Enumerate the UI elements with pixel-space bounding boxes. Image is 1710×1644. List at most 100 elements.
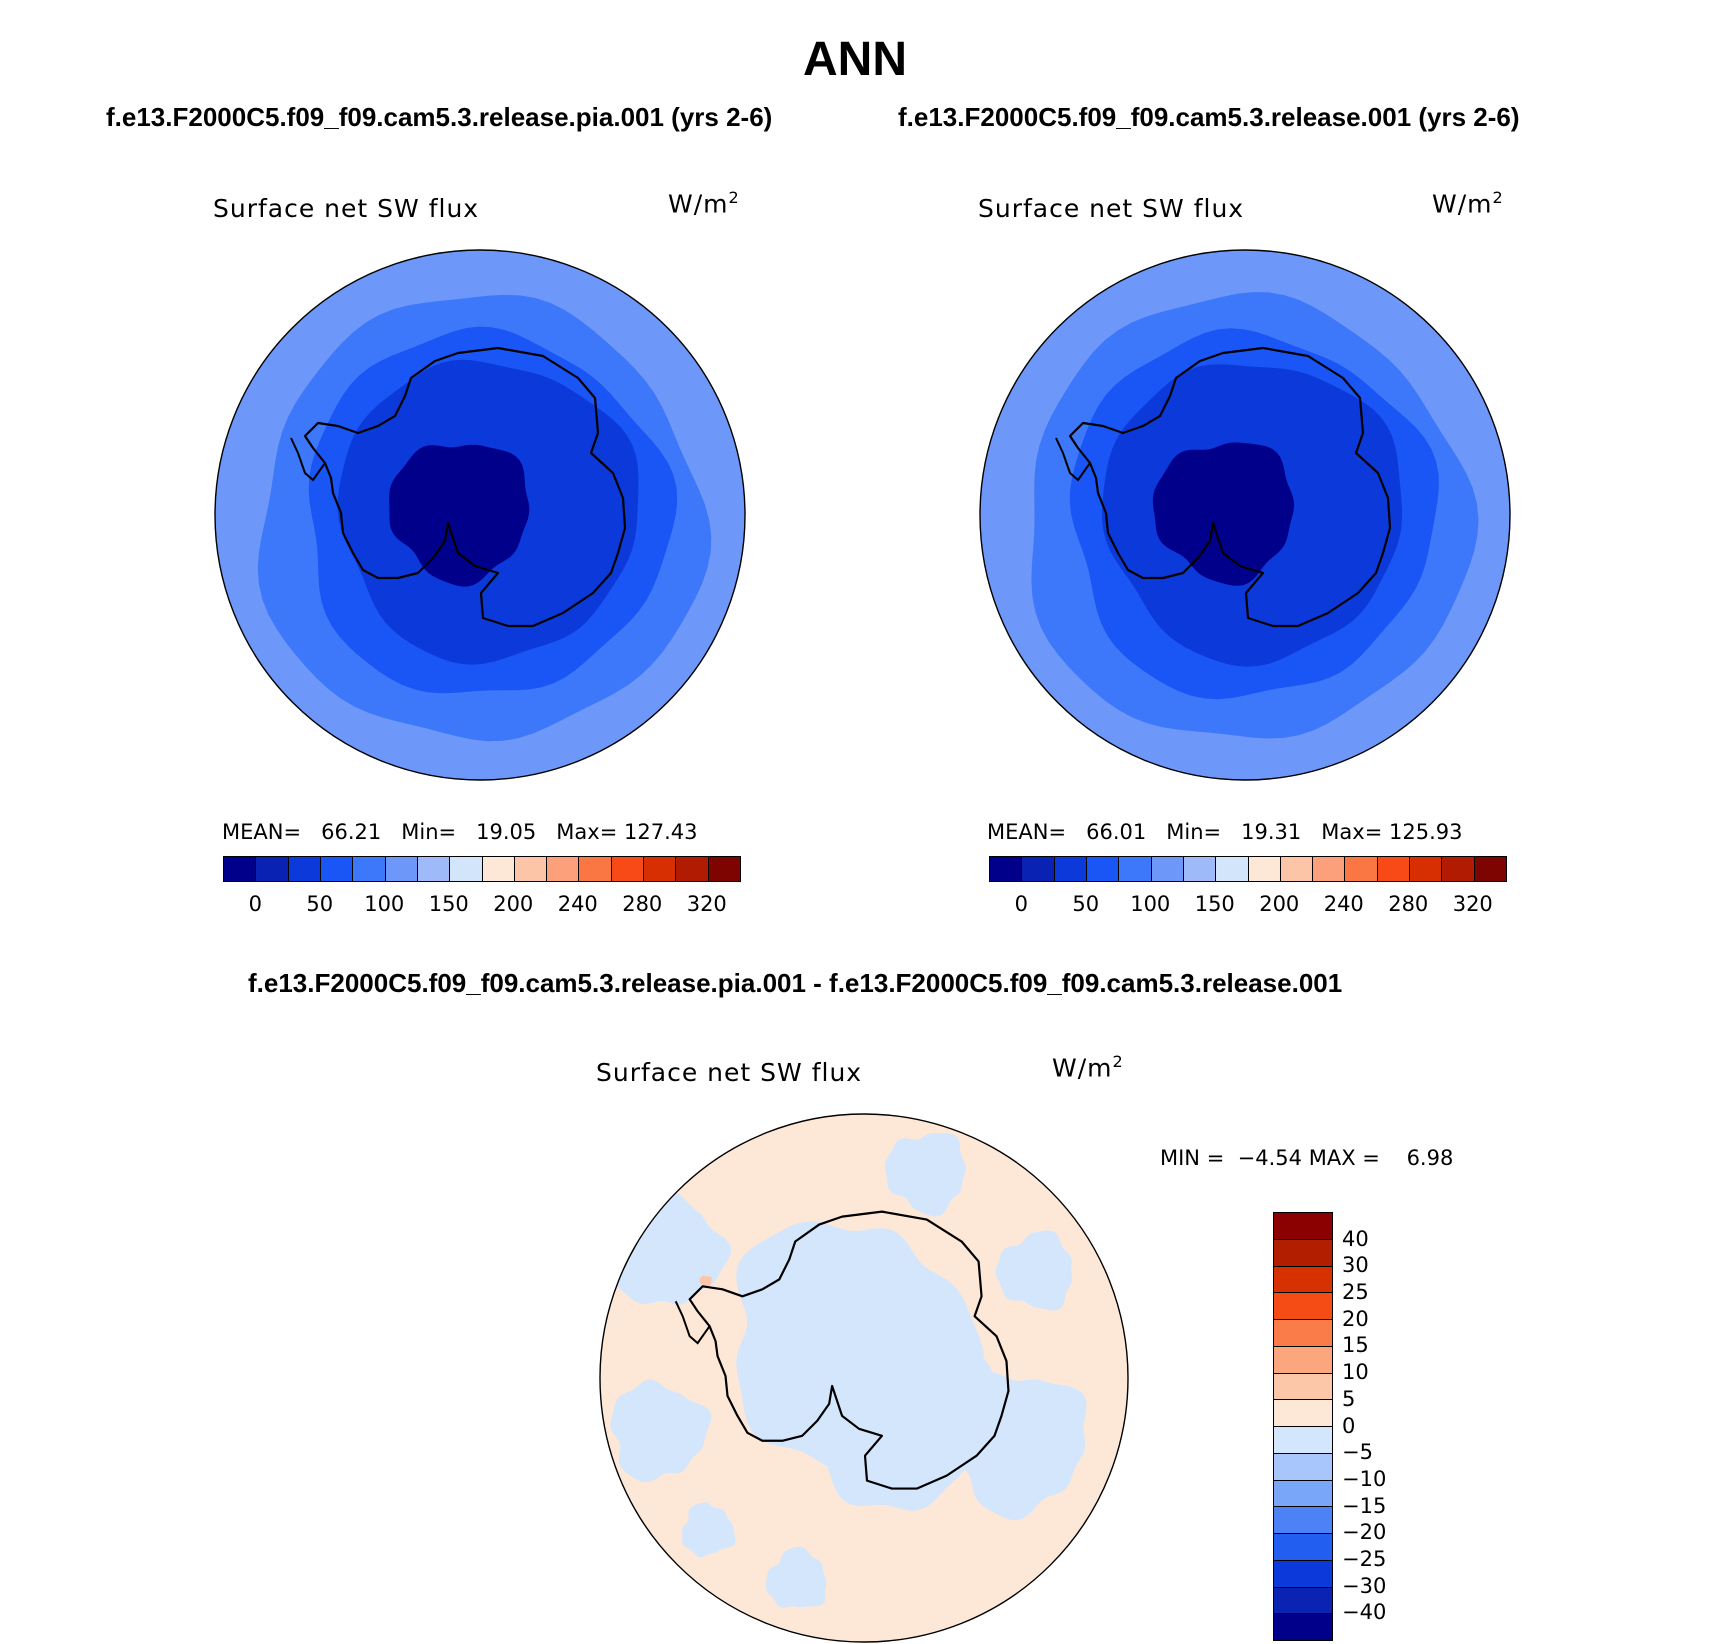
colorbar-tick-label: 0 bbox=[1342, 1413, 1356, 1438]
case-title-right: f.e13.F2000C5.f09_f09.cam5.3.release.001… bbox=[898, 102, 1520, 132]
min-label: MIN = bbox=[1160, 1146, 1225, 1170]
colorbar-tick-label: −5 bbox=[1342, 1440, 1373, 1465]
colorbar-tick-label: 280 bbox=[1388, 892, 1429, 916]
colorbar-swatch bbox=[547, 857, 580, 881]
colorbar-swatch bbox=[1274, 1320, 1332, 1347]
colorbar-swatch bbox=[1274, 1346, 1332, 1374]
case-title-left: f.e13.F2000C5.f09_f09.cam5.3.release.pia… bbox=[106, 102, 773, 132]
colorbar-swatch bbox=[1274, 1480, 1332, 1508]
max-label: MAX = bbox=[1308, 1146, 1380, 1170]
coastline-peninsula bbox=[1055, 437, 1091, 482]
colorbar-swatch bbox=[256, 857, 289, 881]
colorbar-tick-label: −30 bbox=[1342, 1573, 1387, 1598]
colorbar-tick-label: 150 bbox=[1194, 892, 1235, 916]
coastline bbox=[1068, 346, 1392, 628]
colorbar-swatch bbox=[1274, 1293, 1332, 1320]
contour-band bbox=[795, 1316, 1004, 1511]
colorbar-swatch bbox=[579, 857, 612, 881]
max-value: 6.98 bbox=[1406, 1146, 1454, 1170]
colorbar-swatch bbox=[1216, 857, 1249, 881]
colorbar-ticks-left: 0 50 100 150 200 240 280 320 bbox=[223, 892, 739, 918]
colorbar-ticks-difference: 40 30 25 20 15 10 5 0 −5 −10 −15 −20 −25 −30 −40 bbox=[1342, 1212, 1422, 1639]
coastline-peninsula bbox=[674, 1300, 711, 1345]
colorbar-tick-label: 20 bbox=[1342, 1306, 1369, 1331]
colorbar-swatch bbox=[1274, 1400, 1332, 1427]
colorbar-swatch bbox=[514, 857, 548, 881]
min-value: −4.54 bbox=[1237, 1146, 1303, 1170]
colorbar-tick-label: −10 bbox=[1342, 1466, 1387, 1491]
colorbar-swatch bbox=[1274, 1213, 1332, 1240]
min-value: 19.05 bbox=[476, 820, 537, 844]
max-value: 125.93 bbox=[1389, 820, 1463, 844]
polar-map-left bbox=[214, 249, 746, 781]
colorbar-tick-label: 200 bbox=[493, 892, 534, 916]
stats-diff: MIN = −4.54 MAX = 6.98 bbox=[1160, 1146, 1453, 1170]
colorbar-ticks-right: 0 50 100 150 200 240 280 320 bbox=[989, 892, 1505, 918]
colorbar-left bbox=[223, 856, 741, 882]
colorbar-swatch bbox=[1280, 857, 1314, 881]
colorbar-tick-label: 50 bbox=[306, 892, 334, 916]
colorbar-tick-label: 280 bbox=[622, 892, 663, 916]
colorbar-swatch bbox=[385, 857, 418, 881]
colorbar-swatch bbox=[990, 857, 1023, 881]
colorbar-tick-label: −15 bbox=[1342, 1493, 1387, 1518]
contour-band-core bbox=[1152, 442, 1295, 586]
mean-label: MEAN= bbox=[222, 820, 302, 844]
colorbar-tick-label: 240 bbox=[557, 892, 598, 916]
mean-label: MEAN= bbox=[987, 820, 1067, 844]
contour-band bbox=[765, 1546, 827, 1608]
colorbar-tick-label: 5 bbox=[1342, 1386, 1356, 1411]
colorbar-tick-label: 100 bbox=[1130, 892, 1171, 916]
units-label-diff: W/m2 bbox=[1052, 1052, 1124, 1083]
colorbar-swatch bbox=[1183, 857, 1217, 881]
polar-map-right bbox=[979, 249, 1511, 781]
colorbar-tick-label: 200 bbox=[1259, 892, 1300, 916]
units-label-right: W/m2 bbox=[1432, 188, 1504, 219]
colorbar-swatch bbox=[1377, 857, 1411, 881]
contour-band-core bbox=[389, 444, 530, 587]
colorbar-tick-label: −40 bbox=[1342, 1600, 1387, 1625]
coastline bbox=[303, 346, 627, 628]
stats-right: MEAN= 66.01 Min= 19.31 Max= 125.93 bbox=[987, 820, 1462, 844]
colorbar-swatch bbox=[450, 857, 483, 881]
max-label: Max= bbox=[1321, 820, 1383, 844]
colorbar-swatch bbox=[1442, 857, 1475, 881]
mean-value: 66.21 bbox=[321, 820, 382, 844]
colorbar-swatch bbox=[1410, 857, 1443, 881]
map-boundary bbox=[214, 249, 746, 781]
contour-band-positive bbox=[699, 1275, 712, 1289]
colorbar-tick-label: 40 bbox=[1342, 1226, 1369, 1251]
colorbar-tick-label: 10 bbox=[1342, 1360, 1369, 1385]
map-boundary bbox=[979, 249, 1511, 781]
colorbar-swatch bbox=[708, 857, 740, 881]
colorbar-tick-label: 320 bbox=[686, 892, 727, 916]
colorbar-swatch bbox=[288, 857, 321, 881]
variable-label-diff: Surface net SW flux bbox=[596, 1058, 863, 1087]
figure-title: ANN bbox=[803, 33, 907, 86]
colorbar-tick-label: 100 bbox=[364, 892, 405, 916]
colorbar-tick-label: 25 bbox=[1342, 1280, 1369, 1305]
colorbar-swatch bbox=[676, 857, 709, 881]
colorbar-tick-label: 30 bbox=[1342, 1253, 1369, 1278]
colorbar-swatch bbox=[1151, 857, 1184, 881]
colorbar-swatch bbox=[1274, 1239, 1332, 1267]
colorbar-swatch bbox=[1345, 857, 1378, 881]
colorbar-swatch bbox=[1274, 1453, 1332, 1481]
contour-band bbox=[995, 1230, 1073, 1311]
colorbar-swatch bbox=[1274, 1507, 1332, 1534]
colorbar-tick-label: 320 bbox=[1452, 892, 1493, 916]
colorbar-swatch bbox=[1274, 1373, 1332, 1401]
colorbar-swatch bbox=[644, 857, 677, 881]
colorbar-swatch bbox=[1054, 857, 1087, 881]
variable-label-left: Surface net SW flux bbox=[213, 194, 480, 223]
colorbar-tick-label: 0 bbox=[248, 892, 262, 916]
min-value: 19.31 bbox=[1241, 820, 1302, 844]
colorbar-swatch bbox=[1274, 1587, 1332, 1615]
colorbar-swatch bbox=[1274, 1266, 1332, 1294]
contour-band bbox=[884, 1133, 966, 1217]
colorbar-tick-label: −20 bbox=[1342, 1520, 1387, 1545]
contour-band bbox=[610, 1379, 712, 1483]
colorbar-difference bbox=[1273, 1212, 1333, 1641]
stats-left: MEAN= 66.21 Min= 19.05 Max= 127.43 bbox=[222, 820, 697, 844]
min-label: Min= bbox=[401, 820, 457, 844]
